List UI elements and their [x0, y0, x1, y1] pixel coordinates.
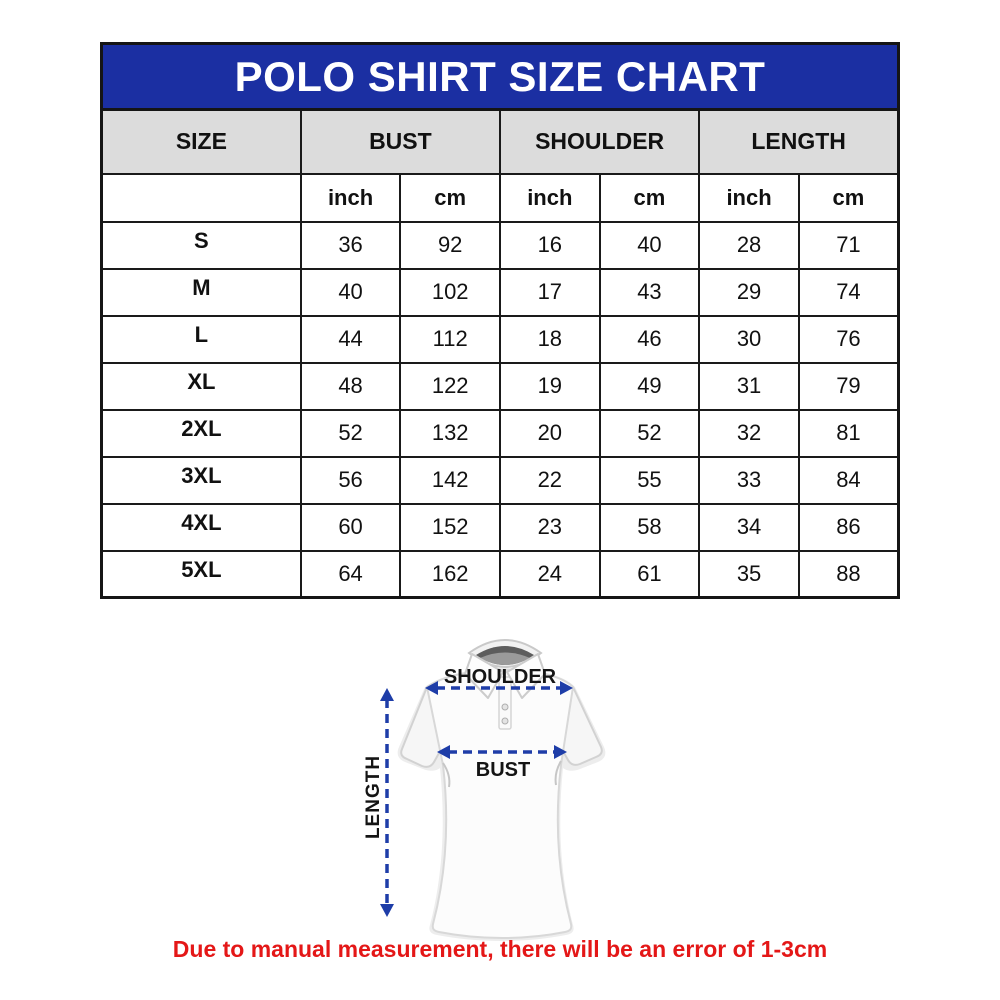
cell-value: 49 — [598, 361, 701, 411]
shirt-right-armpit-shading — [554, 760, 562, 786]
cell-value: 142 — [399, 455, 501, 505]
shirt-collar-inner — [480, 652, 530, 665]
size-label: M — [100, 267, 302, 317]
cell-value: 88 — [797, 549, 900, 599]
table-row: S 36 92 16 40 28 71 — [100, 220, 900, 270]
cell-value: 52 — [598, 408, 701, 458]
col-header-length: LENGTH — [698, 108, 900, 175]
size-label: L — [100, 314, 302, 364]
cell-value: 132 — [399, 408, 501, 458]
shirt-left-armpit-shading — [442, 762, 451, 788]
cell-value: 92 — [399, 220, 501, 270]
cell-value: 46 — [598, 314, 701, 364]
cell-value: 17 — [499, 267, 601, 317]
cell-value: 23 — [499, 502, 601, 552]
cell-value: 61 — [598, 549, 701, 599]
unit-header-empty — [100, 172, 302, 223]
cell-value: 112 — [399, 314, 501, 364]
shoulder-arrow — [425, 681, 573, 695]
cell-value: 60 — [299, 502, 402, 552]
measurement-error-note: Due to manual measurement, there will be… — [172, 936, 828, 962]
cell-value: 40 — [598, 220, 701, 270]
shirt-placket — [498, 676, 512, 730]
cell-value: 20 — [499, 408, 601, 458]
unit-header-shoulder-inch: inch — [499, 172, 601, 223]
cell-value: 36 — [299, 220, 402, 270]
shirt-collar-left-flap — [464, 653, 504, 699]
bust-measure-label: BUST — [475, 759, 531, 781]
cell-value: 81 — [797, 408, 900, 458]
cell-value: 35 — [698, 549, 800, 599]
col-header-shoulder: SHOULDER — [498, 108, 701, 175]
cell-value: 32 — [698, 408, 800, 458]
cell-value: 28 — [698, 220, 800, 270]
table-row: 2XL 52 132 20 52 32 81 — [100, 408, 900, 458]
cell-value: 152 — [399, 502, 501, 552]
size-label: 2XL — [100, 408, 302, 458]
cell-value: 52 — [299, 408, 402, 458]
chart-title: POLO SHIRT SIZE CHART — [234, 52, 766, 100]
cell-value: 48 — [299, 361, 402, 411]
cell-value: 29 — [698, 267, 800, 317]
size-label: XL — [100, 361, 302, 411]
unit-header-length-inch: inch — [698, 172, 800, 223]
cell-value: 86 — [797, 502, 900, 552]
unit-header-shoulder-cm: cm — [598, 172, 701, 223]
shirt-button-top — [501, 703, 509, 711]
table-unit-header-row: inch cm inch cm inch cm — [100, 172, 900, 223]
cell-value: 122 — [399, 361, 501, 411]
cell-value: 31 — [698, 361, 800, 411]
cell-value: 19 — [499, 361, 601, 411]
unit-header-bust-cm: cm — [399, 172, 501, 223]
shirt-button-bottom — [501, 717, 509, 725]
table-row: M 40 102 17 43 29 74 — [100, 267, 900, 317]
col-header-bust: BUST — [299, 108, 502, 175]
cell-value: 79 — [797, 361, 900, 411]
unit-header-length-cm: cm — [797, 172, 900, 223]
cell-value: 74 — [797, 267, 900, 317]
unit-header-bust-inch: inch — [299, 172, 402, 223]
cell-value: 58 — [598, 502, 701, 552]
size-chart: POLO SHIRT SIZE CHART SIZE BUST SHOULDER… — [100, 42, 900, 599]
cell-value: 40 — [299, 267, 402, 317]
cell-value: 22 — [499, 455, 601, 505]
length-measure-label: LENGTH — [363, 754, 384, 840]
chart-title-bar: POLO SHIRT SIZE CHART — [100, 42, 900, 108]
cell-value: 162 — [399, 549, 501, 599]
cell-value: 43 — [598, 267, 701, 317]
shirt-body — [426, 668, 574, 939]
table-row: XL 48 122 19 49 31 79 — [100, 361, 900, 411]
length-arrow — [380, 688, 394, 917]
table-row: 3XL 56 142 22 55 33 84 — [100, 455, 900, 505]
table-group-header-row: SIZE BUST SHOULDER LENGTH — [100, 108, 900, 175]
cell-value: 102 — [399, 267, 501, 317]
cell-value: 84 — [797, 455, 900, 505]
cell-value: 71 — [797, 220, 900, 270]
cell-value: 30 — [698, 314, 800, 364]
table-row: 4XL 60 152 23 58 34 86 — [100, 502, 900, 552]
size-label: 5XL — [100, 549, 302, 599]
cell-value: 18 — [499, 314, 601, 364]
cell-value: 34 — [698, 502, 800, 552]
table-row: 5XL 64 162 24 61 35 88 — [100, 549, 900, 599]
table-row: L 44 112 18 46 30 76 — [100, 314, 900, 364]
bust-arrow — [437, 745, 567, 759]
size-label: 4XL — [100, 502, 302, 552]
size-table: SIZE BUST SHOULDER LENGTH inch cm inch c… — [100, 108, 900, 599]
cell-value: 33 — [698, 455, 800, 505]
cell-value: 56 — [299, 455, 402, 505]
measurement-diagram: SHOULDER BUST LENGTH — [330, 635, 670, 945]
cell-value: 16 — [499, 220, 601, 270]
size-label: S — [100, 220, 302, 270]
polo-shirt-illustration — [380, 639, 606, 941]
shoulder-measure-label: SHOULDER — [443, 666, 557, 688]
cell-value: 44 — [299, 314, 402, 364]
col-header-size: SIZE — [100, 108, 302, 175]
cell-value: 55 — [598, 455, 701, 505]
cell-value: 64 — [299, 549, 402, 599]
cell-value: 76 — [797, 314, 900, 364]
size-label: 3XL — [100, 455, 302, 505]
cell-value: 24 — [499, 549, 601, 599]
